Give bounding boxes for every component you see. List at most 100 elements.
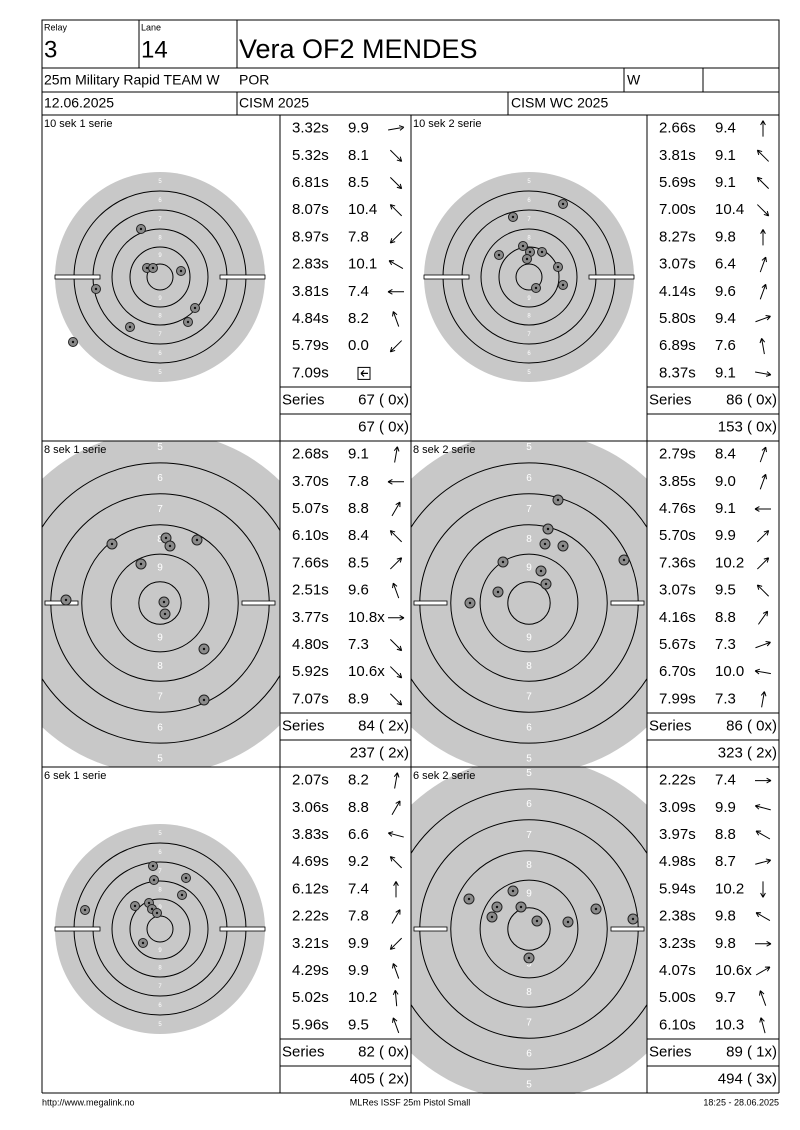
series-total: 86 ( 0x) xyxy=(726,391,777,408)
shot-score: 10.0 xyxy=(715,663,744,680)
direction-arrow xyxy=(755,641,771,649)
direction-arrow xyxy=(755,315,771,323)
shot-time: 6.81s xyxy=(292,174,329,191)
shot-center xyxy=(521,244,525,248)
shot-time: 4.80s xyxy=(292,636,329,653)
ring-label: 9 xyxy=(526,959,532,970)
direction-arrow xyxy=(389,231,403,244)
shot-time: 5.92s xyxy=(292,663,329,680)
direction-arrow xyxy=(756,149,770,162)
shot-time: 4.14s xyxy=(659,283,696,300)
shot-time: 5.32s xyxy=(292,147,329,164)
ring-label: 6 xyxy=(526,722,532,733)
target-ring xyxy=(479,879,579,979)
ring-label: 5 xyxy=(526,768,532,779)
shot-center xyxy=(561,202,565,206)
shot-time: 6.12s xyxy=(292,880,329,897)
series-total: 89 ( 1x) xyxy=(726,1043,777,1060)
shot-score: 8.2 xyxy=(348,310,369,327)
shot-center xyxy=(556,498,560,502)
direction-arrow xyxy=(389,693,403,706)
target-ring xyxy=(480,228,578,326)
direction-arrow xyxy=(759,256,767,273)
shot-score: 10.2 xyxy=(715,554,744,571)
shot-score: 9.9 xyxy=(348,120,369,137)
direction-arrow xyxy=(389,176,403,190)
shot-score: 8.8 xyxy=(715,609,736,626)
shot-time: 8.27s xyxy=(659,228,696,245)
sight-bar xyxy=(219,926,266,932)
shot-center xyxy=(186,320,190,324)
header: Relay 3 Lane 14 Vera OF2 MENDES 25m Mili… xyxy=(41,19,780,116)
shooter-name: Vera OF2 MENDES xyxy=(239,34,478,64)
shot-score: 0.0 xyxy=(348,337,369,354)
shot-center xyxy=(544,582,548,586)
target-ring xyxy=(507,581,551,625)
shot-center xyxy=(490,915,494,919)
shot-time: 6.10s xyxy=(292,527,329,544)
ring-label: 8 xyxy=(526,534,532,545)
shot-center xyxy=(164,536,168,540)
ring-label: 7 xyxy=(526,691,532,702)
shot-time: 4.76s xyxy=(659,500,696,517)
direction-arrow xyxy=(393,881,399,898)
direction-arrow xyxy=(387,288,404,295)
shot-center xyxy=(133,904,137,908)
shot-time: 5.02s xyxy=(292,989,329,1006)
panel: 5 5 6 6 7 7 8 8 9 9 6 sek 2 serie 2.22s 7.4 3.09s 9.9 3… xyxy=(410,766,780,1094)
shot-center xyxy=(511,215,515,219)
event-cell: 25m Military Rapid TEAM W xyxy=(44,72,220,88)
panel: 5 5 6 6 7 7 8 8 9 9 8 sek 1 serie 2.68s 9.1 3.70s 7.8 5… xyxy=(41,440,412,768)
ring-label: 8 xyxy=(158,888,162,894)
shot-time: 5.69s xyxy=(659,174,696,191)
target-ring xyxy=(450,850,608,1008)
direction-arrow xyxy=(754,506,771,512)
sight-bar xyxy=(610,600,645,606)
shot-center xyxy=(83,908,87,912)
ring-label: 6 xyxy=(527,198,531,204)
shot-score: 9.1 xyxy=(715,147,736,164)
shot-center xyxy=(566,920,570,924)
direction-arrow xyxy=(392,989,399,1007)
shot-score: 6.4 xyxy=(715,256,736,273)
direction-arrow xyxy=(389,557,403,570)
direction-arrow xyxy=(389,149,403,162)
shot-score: 10.4 xyxy=(348,201,377,218)
panel: 5 5 6 6 7 7 8 8 9 9 10 sek 1 serie 3.32s 9.9 5.32s 8.1… xyxy=(41,114,412,442)
direction-arrow xyxy=(387,831,404,838)
cumulative-total: 494 ( 3x) xyxy=(718,1070,777,1087)
ring-label: 7 xyxy=(157,691,163,702)
shot-score: 7.3 xyxy=(715,636,736,653)
sight-bar xyxy=(54,926,101,932)
shot-center xyxy=(128,325,132,329)
target-disc xyxy=(55,172,265,382)
shot-score: 8.8 xyxy=(715,826,736,843)
shot-center xyxy=(152,878,156,882)
shot-time: 2.79s xyxy=(659,446,696,463)
ring-label: 5 xyxy=(158,370,162,376)
ring-label: 6 xyxy=(526,473,532,484)
ring-label: 6 xyxy=(158,351,162,357)
shot-center xyxy=(495,905,499,909)
target-ring xyxy=(479,553,579,653)
ring-label: 9 xyxy=(527,296,531,302)
ring-label: 5 xyxy=(157,442,163,453)
direction-arrow xyxy=(755,940,772,947)
relay: 3 xyxy=(44,36,57,63)
direction-arrow xyxy=(755,966,771,976)
shot-score: 8.8 xyxy=(348,500,369,517)
shot-center xyxy=(496,590,500,594)
shot-score: 8.9 xyxy=(348,690,369,707)
shot-time: 5.79s xyxy=(292,337,329,354)
ring-label: 5 xyxy=(527,370,531,376)
direction-arrow xyxy=(392,963,400,979)
shot-time: 4.16s xyxy=(659,609,696,626)
ring-label: 8 xyxy=(158,236,162,242)
shot-score: 8.5 xyxy=(348,554,369,571)
panel-title: 8 sek 1 serie xyxy=(44,444,106,456)
direction-arrow xyxy=(756,530,770,543)
shot-time: 3.23s xyxy=(659,935,696,952)
direction-arrow xyxy=(391,501,401,517)
